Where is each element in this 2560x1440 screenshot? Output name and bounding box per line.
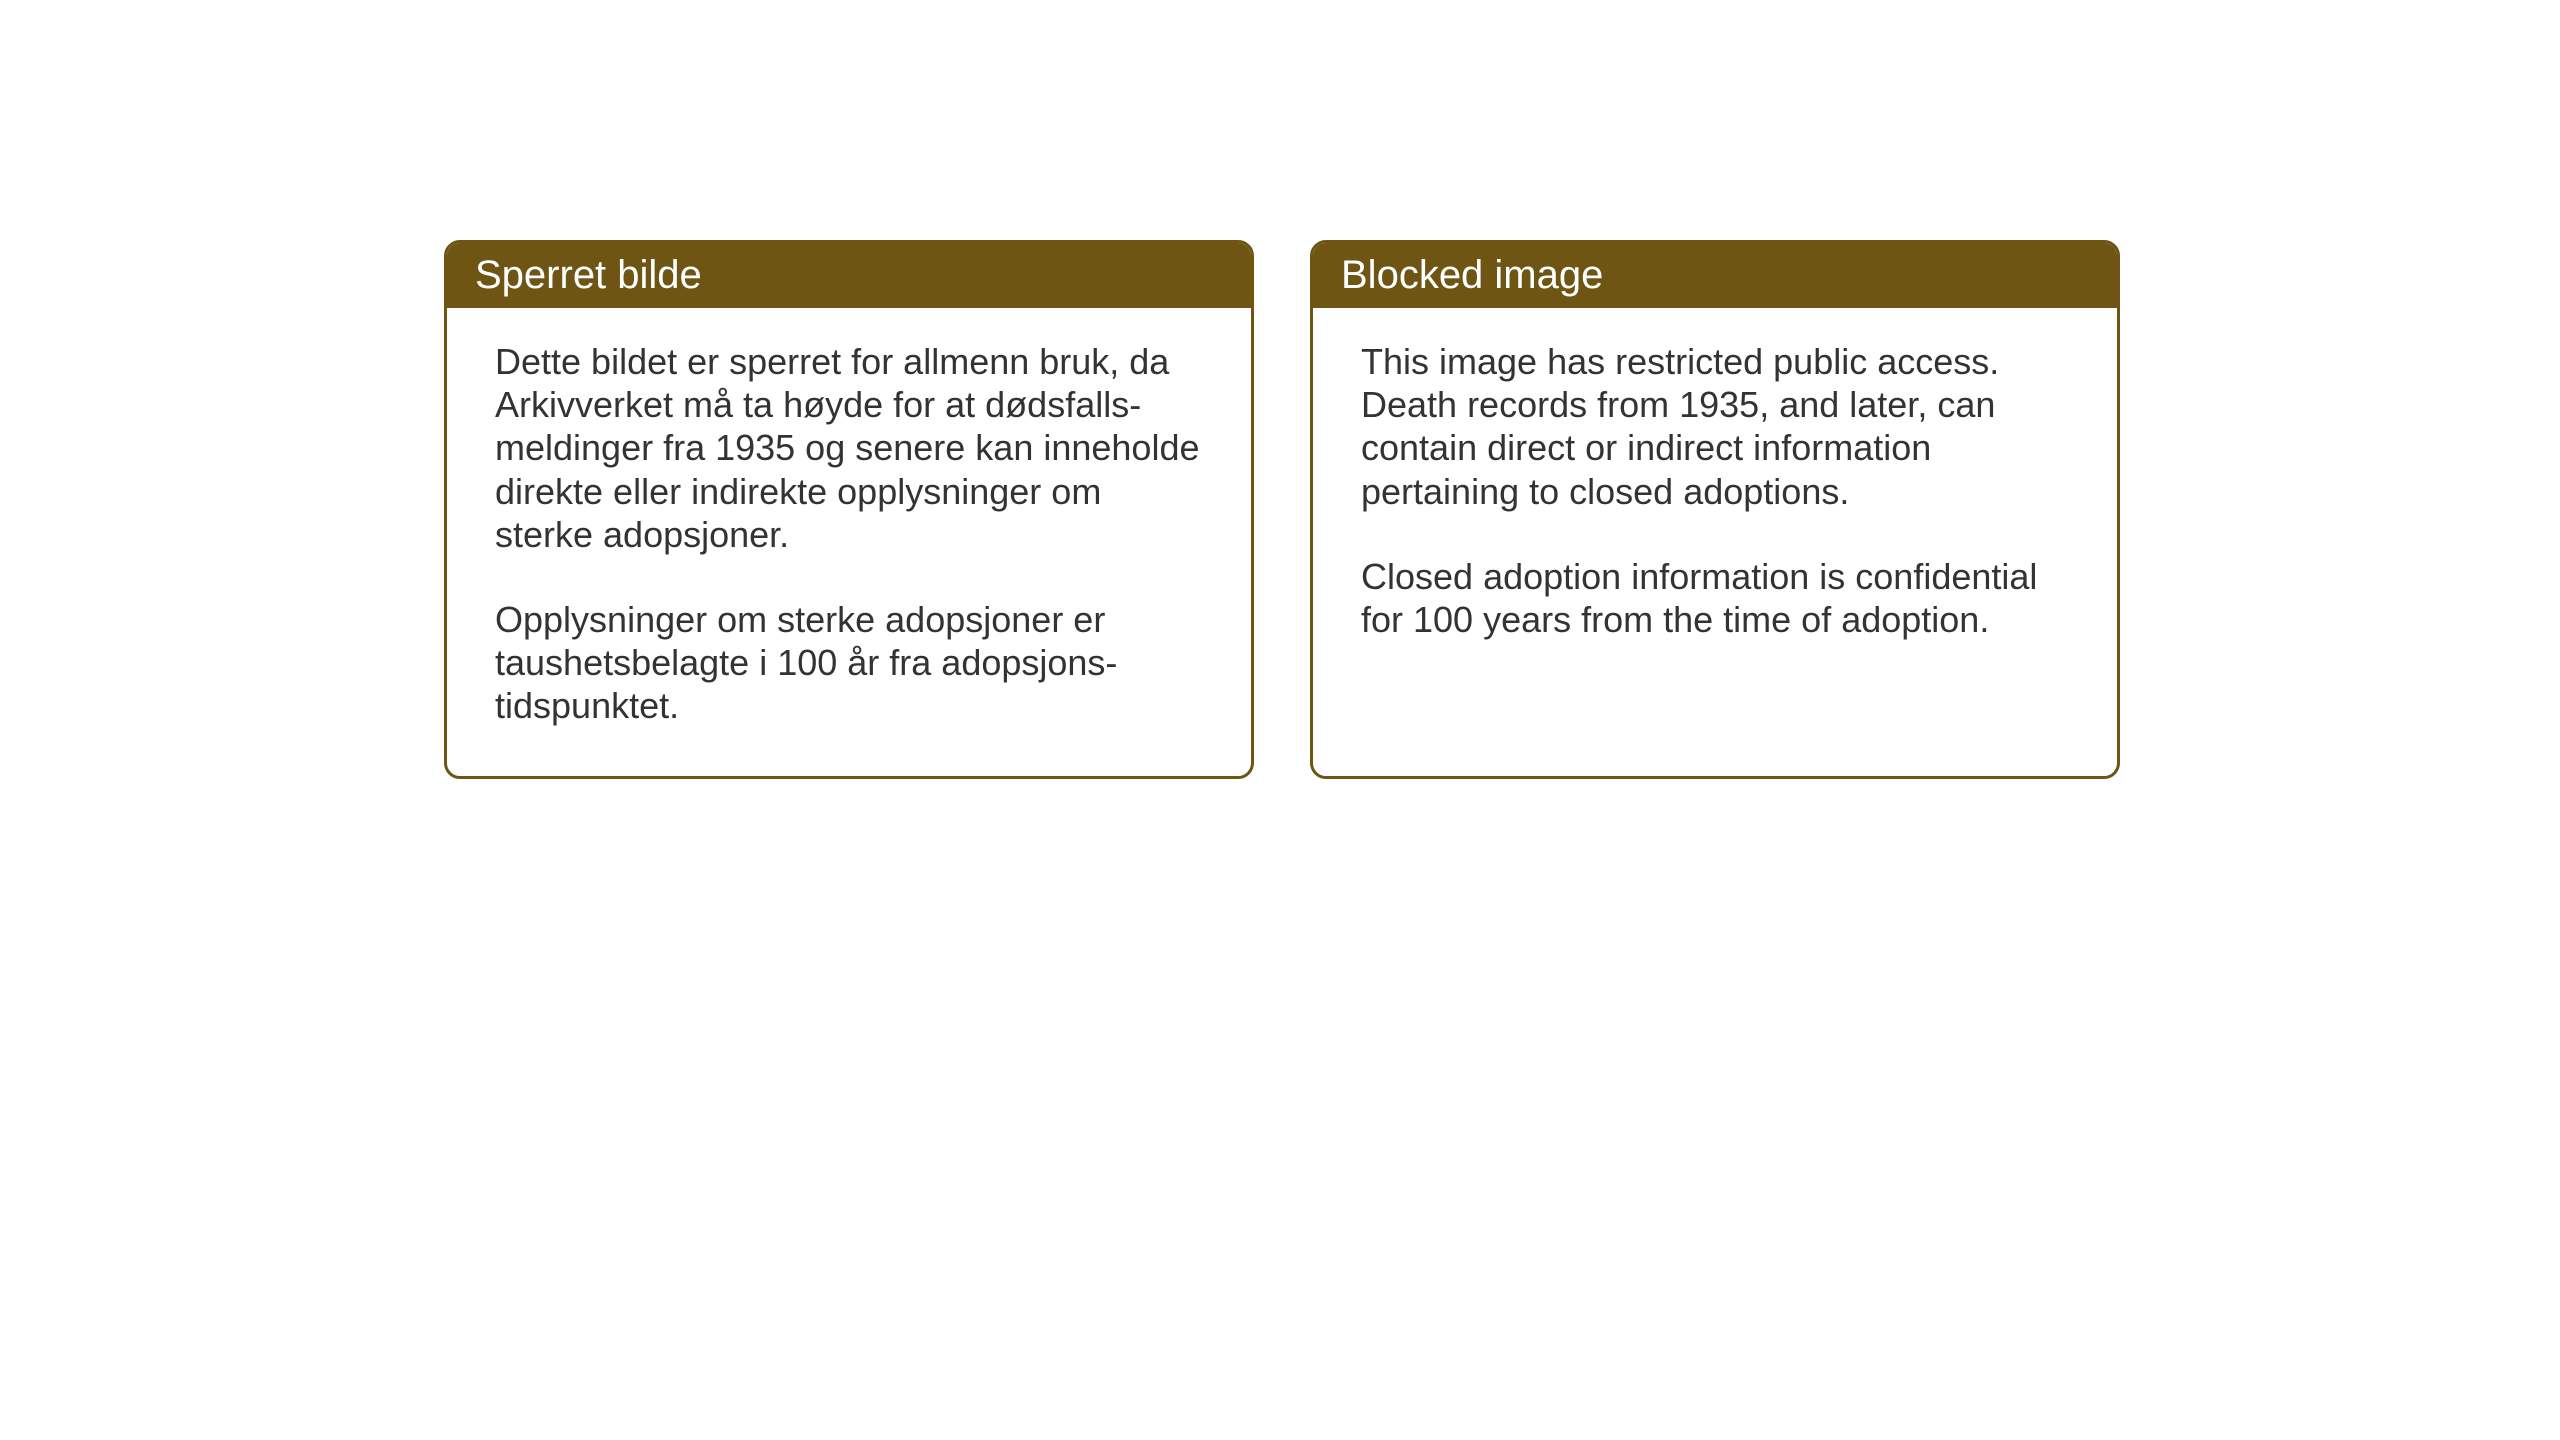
notice-body-english: This image has restricted public access.…: [1313, 308, 2117, 748]
notice-paragraph-1-english: This image has restricted public access.…: [1361, 340, 2069, 513]
notice-card-english: Blocked image This image has restricted …: [1310, 240, 2120, 779]
notice-paragraph-2-english: Closed adoption information is confident…: [1361, 555, 2069, 641]
notice-header-norwegian: Sperret bilde: [447, 243, 1251, 308]
notice-title-english: Blocked image: [1341, 253, 1603, 297]
notice-header-english: Blocked image: [1313, 243, 2117, 308]
notice-paragraph-1-norwegian: Dette bildet er sperret for allmenn bruk…: [495, 340, 1203, 556]
notice-title-norwegian: Sperret bilde: [475, 253, 702, 297]
notice-paragraph-2-norwegian: Opplysninger om sterke adopsjoner er tau…: [495, 598, 1203, 728]
notice-card-norwegian: Sperret bilde Dette bildet er sperret fo…: [444, 240, 1254, 779]
notice-container: Sperret bilde Dette bildet er sperret fo…: [444, 240, 2120, 779]
notice-body-norwegian: Dette bildet er sperret for allmenn bruk…: [447, 308, 1251, 776]
